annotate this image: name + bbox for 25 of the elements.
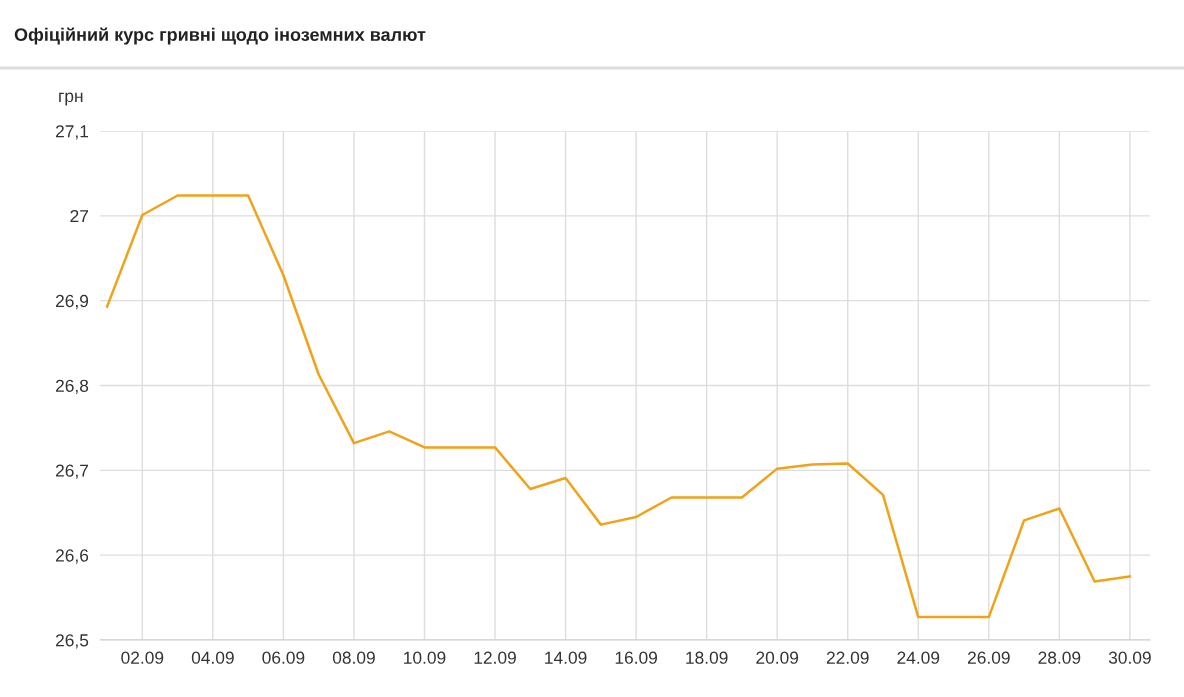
x-tick-label: 28.09 [1038,651,1081,664]
y-tick-label: 26,7 [55,464,89,479]
x-tick-label: 30.09 [1108,651,1151,664]
line-series [105,194,1132,619]
x-tick-label: 14.09 [545,651,587,664]
y-tick-label: 26,8 [55,379,89,395]
x-tick-label: 06.09 [262,651,305,664]
x-tick-label: 16.09 [615,651,658,664]
x-tick-label: 04.09 [191,651,234,664]
x-tick-label: 20.09 [756,651,799,664]
y-tick-label: 27 [70,210,89,223]
y-tick-label: 26,9 [55,294,89,310]
x-tick-label: 26.09 [967,651,1010,664]
y-tick-label: 26,6 [55,549,89,564]
x-tick-label: 24.09 [897,651,940,664]
chart-title: Офіційний курс гривні щодо іноземних валют [14,27,426,45]
x-tick-label: 12.09 [474,651,516,664]
y-tick-label: 26,5 [55,634,89,649]
x-tick-label: 08.09 [332,651,375,664]
x-tick-label: 10.09 [404,651,446,664]
x-tick-label: 22.09 [826,651,869,664]
x-tick-label: 02.09 [121,651,164,664]
x-tick-label: 18.09 [686,651,728,664]
y-axis-title: грн [59,92,83,106]
y-tick-label: 27,1 [55,125,89,140]
